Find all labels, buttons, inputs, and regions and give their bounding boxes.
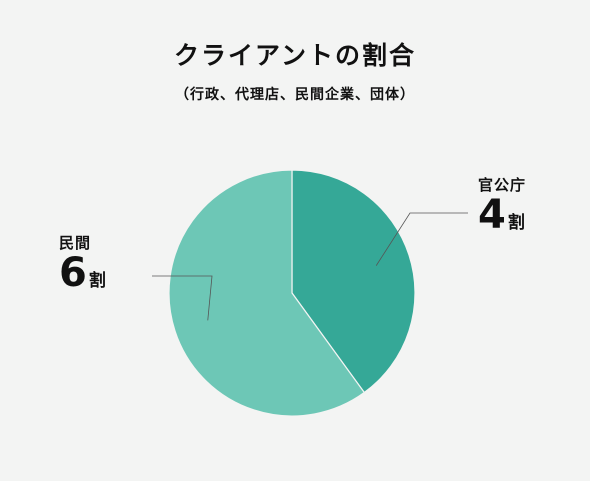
slice-value-private: 6 xyxy=(59,250,87,296)
pie-slice-government xyxy=(291,169,416,394)
slice-name-government: 官公庁 xyxy=(478,176,527,194)
slice-unit-government: 割 xyxy=(507,213,525,233)
chart-subtitle: （行政、代理店、民間企業、団体） xyxy=(175,87,415,103)
chart-title: クライアントの割合 xyxy=(173,41,416,70)
leader-line-government xyxy=(375,212,468,266)
slice-name-private: 民間 xyxy=(59,234,92,252)
pie-slices xyxy=(168,169,416,417)
pie-slice-private xyxy=(168,169,366,417)
leader-line-private xyxy=(152,275,213,321)
leader-lines xyxy=(152,212,468,321)
slice-unit-private: 割 xyxy=(88,271,106,291)
slice-value-government: 4 xyxy=(478,192,506,238)
